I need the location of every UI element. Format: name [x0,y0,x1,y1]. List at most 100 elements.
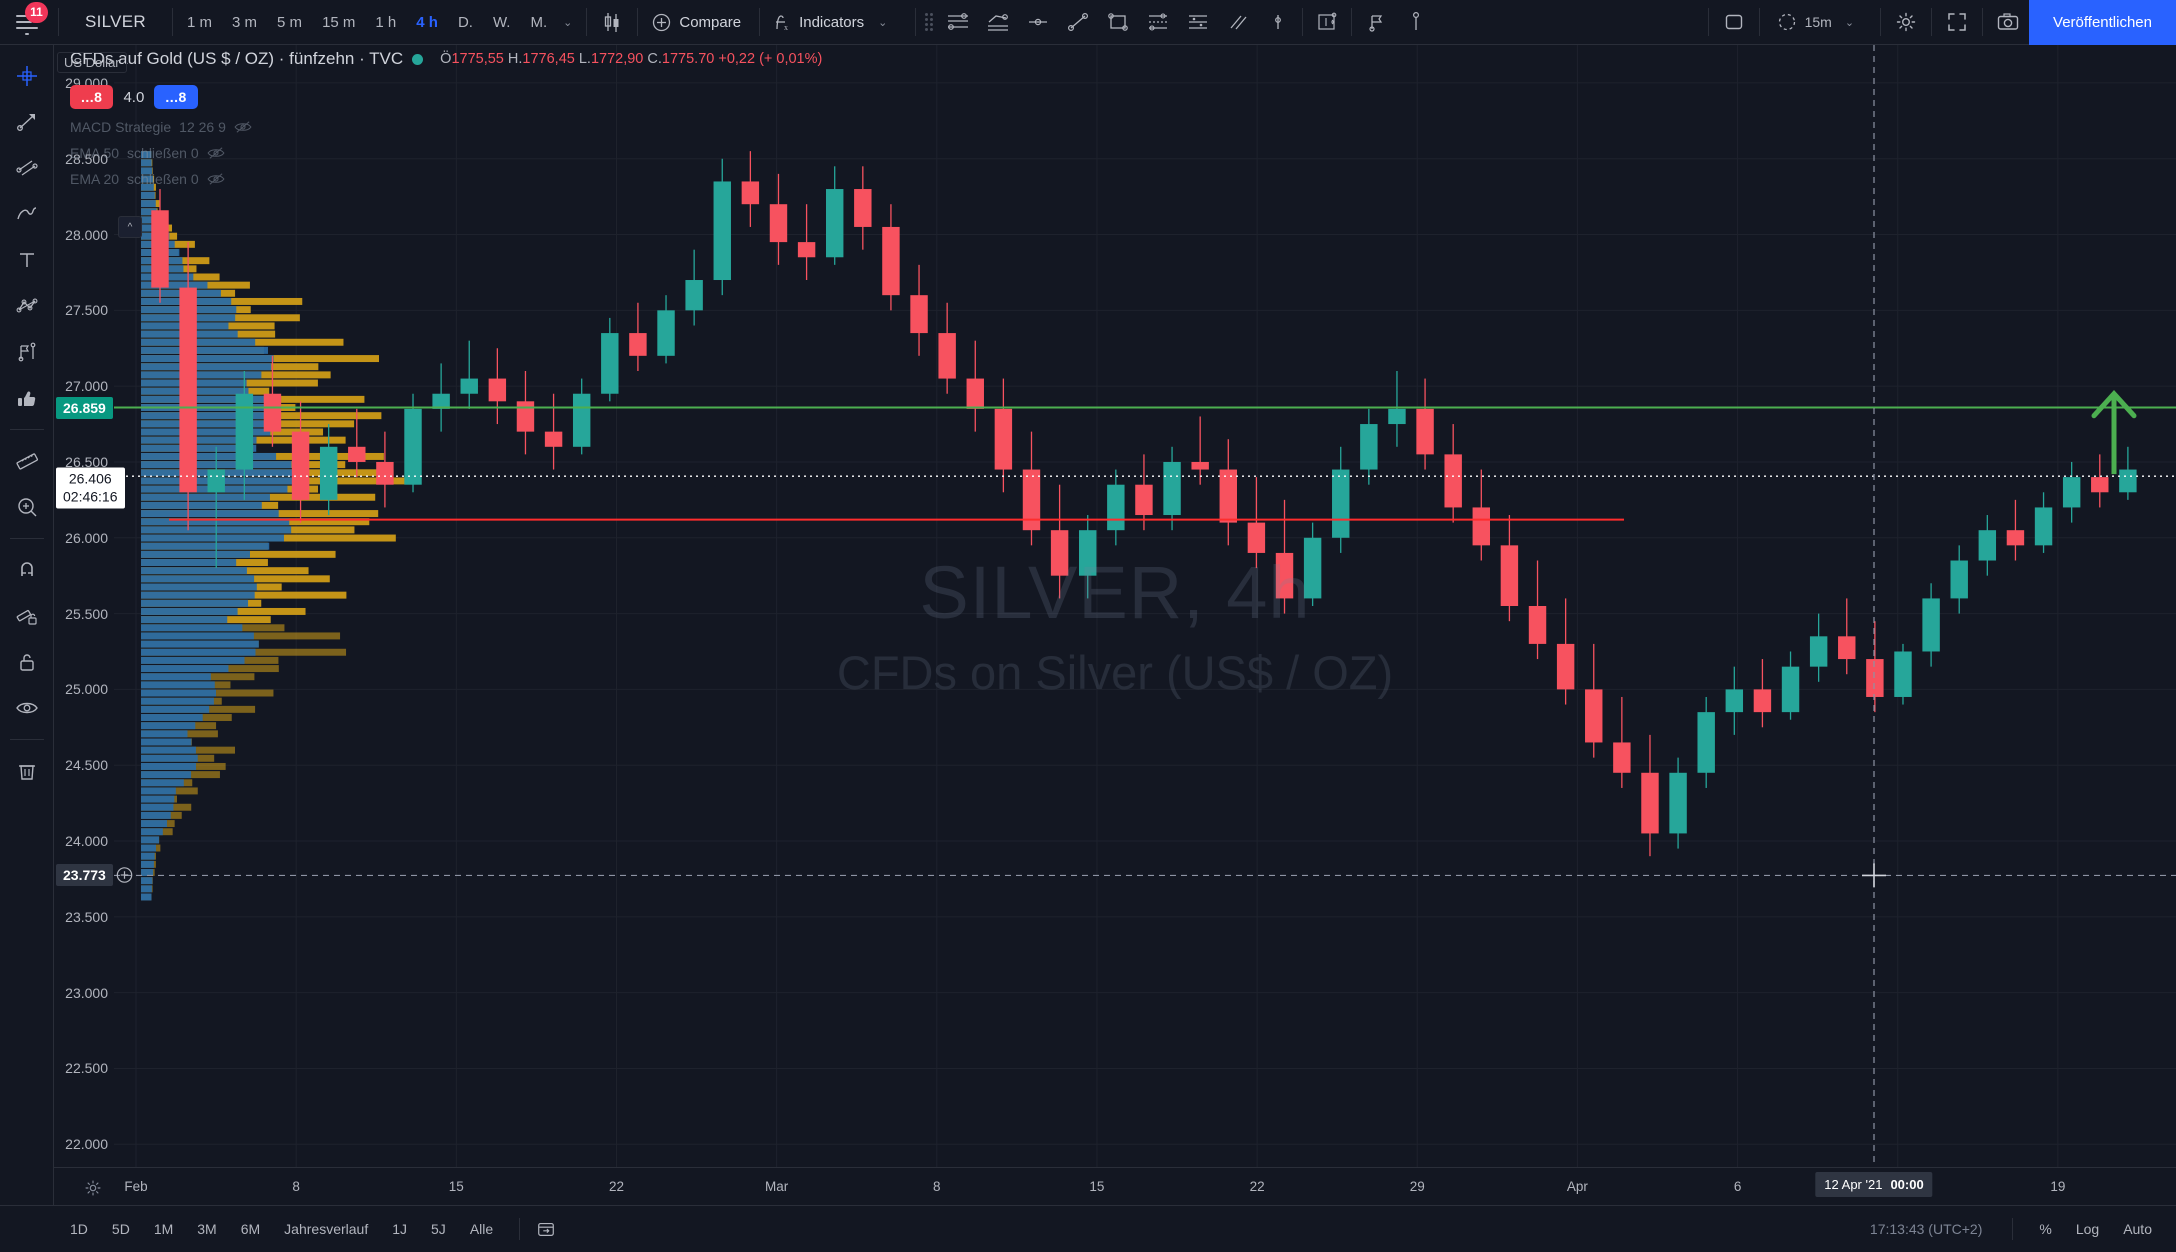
countdown-price-label[interactable]: 26.406 02:46:16 [56,467,125,509]
chart-settings-button[interactable] [84,1179,102,1197]
timeframe-d[interactable]: D. [457,13,473,31]
replay-interval-button[interactable]: 15m ⌄ [1764,12,1876,32]
badge-sell[interactable]: ...8 [70,85,114,109]
chart-legend: CFDs auf Gold (US $ / OZ) · fünfzehn · T… [70,45,822,188]
drawing-lock-icon[interactable] [7,597,47,635]
clock-label[interactable]: 17:13:43 (UTC+2) [1869,1221,1983,1237]
forecast-icon[interactable] [7,333,47,371]
ruler-icon[interactable] [7,442,47,480]
crosshair-icon[interactable] [7,57,47,95]
symbol-search-button[interactable]: SILVER [85,12,147,31]
rectangle-icon[interactable] [1098,0,1138,45]
fullscreen-icon[interactable] [1936,0,1978,45]
range-3m[interactable]: 3M [197,1221,217,1237]
indicator-params: schließen 0 [127,145,199,161]
indicator-name: EMA 20 [70,171,120,187]
price-scale[interactable]: 29.000 28.500 28.000 27.500 27.000 26.500 26.0… [54,45,112,1167]
timeframe-1h[interactable]: 1 h [375,13,397,31]
price-tick: 25.000 [65,681,108,698]
lock-icon[interactable] [7,643,47,681]
price-tick: 28.000 [65,226,108,243]
collapse-pane-button[interactable]: ^ [118,216,142,239]
settings-icon[interactable] [1885,0,1927,45]
eye-off-icon[interactable] [207,172,225,186]
notification-badge[interactable]: 11 [25,1,48,23]
scale-auto-button[interactable]: Auto [2123,1221,2152,1237]
timeframe-1m[interactable]: 1 m [187,13,213,31]
range-6m[interactable]: 6M [240,1221,261,1237]
eye-off-icon[interactable] [207,146,225,160]
timeframe-m[interactable]: M. [530,13,548,31]
price-tick: 26.500 [65,453,108,470]
scale-percent-button[interactable]: % [2039,1221,2052,1237]
chart-canvas-area[interactable]: SILVER, 4h CFDs on Silver (US$ / OZ) CFD… [54,45,2176,1205]
indicators-button[interactable]: x Indicators ⌄ [764,12,911,32]
horizontal-ray-icon[interactable] [1018,0,1058,45]
current-price-label[interactable]: 26.859 [56,396,113,419]
time-scale[interactable]: Feb81522Mar8152229Apr6192612 Apr '2100:0… [54,1167,2176,1205]
range-jahresverlauf[interactable]: Jahresverlauf [284,1221,369,1237]
range-alle[interactable]: Alle [469,1221,494,1237]
range-1m[interactable]: 1M [153,1221,174,1237]
trash-icon[interactable] [7,752,47,790]
time-tick: 22 [608,1179,624,1194]
toolbar-divider [1302,8,1304,36]
indicator-legend-row[interactable]: EMA 50 schließen 0 [70,144,822,162]
interval-label: 15m [1804,14,1832,30]
measure-icon[interactable] [1307,0,1347,45]
drag-grip-icon[interactable] [920,12,938,32]
chevron-down-icon[interactable]: ⌄ [563,16,573,29]
pattern-icon[interactable] [7,287,47,325]
chevron-down-icon[interactable]: ⌄ [878,16,888,29]
snapshot-icon[interactable] [1987,0,2029,45]
fib-retracement-icon[interactable] [1138,0,1178,45]
timeframe-3m[interactable]: 3 m [232,13,258,31]
parallel-channel-icon[interactable] [7,149,47,187]
range-5d[interactable]: 5D [111,1221,130,1237]
badge-buy[interactable]: ...8 [154,85,198,109]
range-5j[interactable]: 5J [431,1221,446,1237]
indicator-legend-row[interactable]: MACD Strategie 12 26 9 [70,118,822,136]
high-value: 1776,45 [522,51,575,67]
low-label: L. [578,51,591,67]
svg-text:x: x [784,23,788,32]
pitchfork-icon[interactable] [1178,0,1218,45]
scale-log-button[interactable]: Log [2075,1221,2100,1237]
calendar-icon[interactable] [536,1219,556,1239]
brush-pair-icon[interactable] [1218,0,1258,45]
magnet-icon[interactable] [7,551,47,589]
timeframe-w[interactable]: W. [492,13,511,31]
main-menu-button[interactable]: 11 [0,0,54,45]
vertical-line-icon[interactable] [1258,0,1298,45]
timeframe-5m[interactable]: 5 m [277,13,303,31]
crosshair-time-label: 12 Apr '21 00:00 [1815,1172,1933,1197]
flag-icon[interactable] [1356,0,1396,45]
chevron-down-icon[interactable]: ⌄ [1844,16,1855,29]
add-alert-button[interactable] [116,867,133,884]
emoji-icon[interactable] [7,379,47,417]
timeframe-4h[interactable]: 4 h [416,13,438,31]
compare-button[interactable]: Compare [642,13,755,32]
text-tool-icon[interactable] [7,241,47,279]
range-1j[interactable]: 1J [392,1221,408,1237]
indicator-legend-row[interactable]: EMA 20 schließen 0 [70,170,822,188]
trend-line-icon[interactable] [7,103,47,141]
range-1d[interactable]: 1D [70,1221,88,1237]
timeframe-15m[interactable]: 15 m [322,13,356,31]
legend-title-row[interactable]: CFDs auf Gold (US $ / OZ) · fünfzehn · T… [70,45,822,71]
eye-icon[interactable] [7,689,47,727]
currency-label[interactable]: US Dollar [57,52,127,73]
price-chart-svg[interactable] [54,45,2176,1167]
marker-icon[interactable] [1396,0,1436,45]
toolbar-divider [915,8,917,36]
candle-type-icon[interactable] [591,0,633,45]
trend-lines-icon[interactable] [978,0,1018,45]
brush-icon[interactable] [7,195,47,233]
zoom-in-icon[interactable] [7,488,47,526]
horizontal-lines-icon[interactable] [938,0,978,45]
layout-icon[interactable] [1713,0,1755,45]
trend-line-icon[interactable] [1058,0,1098,45]
publish-button[interactable]: Veröffentlichen [2029,0,2176,45]
price-tick: 22.500 [65,1060,108,1077]
eye-off-icon[interactable] [234,120,252,134]
